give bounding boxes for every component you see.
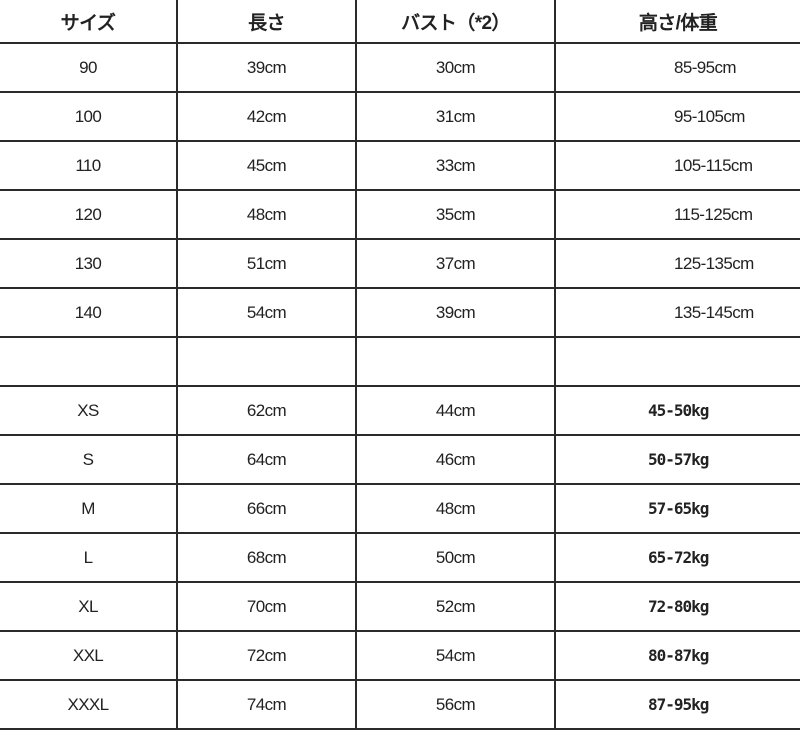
table-row: S 64cm 46cm 50-57kg (0, 434, 800, 485)
empty-cell (0, 336, 178, 387)
empty-cell (176, 336, 357, 387)
length-cell: 62cm (176, 385, 357, 436)
header-row: サイズ 長さ バスト（*2） 高さ/体重 (0, 0, 800, 44)
length-cell: 51cm (176, 238, 357, 289)
bust-cell: 30cm (355, 42, 556, 93)
length-cell: 64cm (176, 434, 357, 485)
size-cell: XS (0, 385, 178, 436)
table-row: XXL 72cm 54cm 80-87kg (0, 630, 800, 681)
length-cell: 70cm (176, 581, 357, 632)
length-cell: 42cm (176, 91, 357, 142)
header-bust: バスト（*2） (355, 0, 556, 44)
height-cell: 105-115cm (554, 140, 800, 191)
size-cell: 110 (0, 140, 178, 191)
size-cell: 120 (0, 189, 178, 240)
size-cell: S (0, 434, 178, 485)
height-cell: 125-135cm (554, 238, 800, 289)
separator-row (0, 336, 800, 387)
bust-cell: 33cm (355, 140, 556, 191)
size-cell: XL (0, 581, 178, 632)
bust-cell: 56cm (355, 679, 556, 730)
bust-cell: 31cm (355, 91, 556, 142)
bust-cell: 46cm (355, 434, 556, 485)
table-row: L 68cm 50cm 65-72kg (0, 532, 800, 583)
table-row: 90 39cm 30cm 85-95cm (0, 42, 800, 93)
bust-cell: 48cm (355, 483, 556, 534)
size-cell: 140 (0, 287, 178, 338)
size-cell: L (0, 532, 178, 583)
length-cell: 74cm (176, 679, 357, 730)
length-cell: 68cm (176, 532, 357, 583)
bust-cell: 52cm (355, 581, 556, 632)
table-row: XL 70cm 52cm 72-80kg (0, 581, 800, 632)
bust-cell: 35cm (355, 189, 556, 240)
size-cell: M (0, 483, 178, 534)
header-length: 長さ (176, 0, 357, 44)
table-row: 140 54cm 39cm 135-145cm (0, 287, 800, 338)
bust-cell: 44cm (355, 385, 556, 436)
bust-cell: 50cm (355, 532, 556, 583)
table-row: 100 42cm 31cm 95-105cm (0, 91, 800, 142)
size-cell: XXL (0, 630, 178, 681)
height-cell: 115-125cm (554, 189, 800, 240)
table-row: M 66cm 48cm 57-65kg (0, 483, 800, 534)
header-size: サイズ (0, 0, 178, 44)
bust-cell: 54cm (355, 630, 556, 681)
weight-cell: 72-80kg (554, 581, 800, 632)
size-cell: 130 (0, 238, 178, 289)
length-cell: 48cm (176, 189, 357, 240)
size-cell: 100 (0, 91, 178, 142)
bust-cell: 39cm (355, 287, 556, 338)
header-height-weight: 高さ/体重 (554, 0, 800, 44)
weight-cell: 87-95kg (554, 679, 800, 730)
empty-cell (355, 336, 556, 387)
table-row: 110 45cm 33cm 105-115cm (0, 140, 800, 191)
size-cell: 90 (0, 42, 178, 93)
height-cell: 135-145cm (554, 287, 800, 338)
table-row: 130 51cm 37cm 125-135cm (0, 238, 800, 289)
weight-cell: 80-87kg (554, 630, 800, 681)
length-cell: 39cm (176, 42, 357, 93)
weight-cell: 50-57kg (554, 434, 800, 485)
weight-cell: 57-65kg (554, 483, 800, 534)
height-cell: 85-95cm (554, 42, 800, 93)
length-cell: 54cm (176, 287, 357, 338)
table-row: XS 62cm 44cm 45-50kg (0, 385, 800, 436)
length-cell: 45cm (176, 140, 357, 191)
size-cell: XXXL (0, 679, 178, 730)
weight-cell: 45-50kg (554, 385, 800, 436)
table-row: 120 48cm 35cm 115-125cm (0, 189, 800, 240)
table-row: XXXL 74cm 56cm 87-95kg (0, 679, 800, 730)
length-cell: 66cm (176, 483, 357, 534)
empty-cell (554, 336, 800, 387)
height-cell: 95-105cm (554, 91, 800, 142)
weight-cell: 65-72kg (554, 532, 800, 583)
bust-cell: 37cm (355, 238, 556, 289)
length-cell: 72cm (176, 630, 357, 681)
